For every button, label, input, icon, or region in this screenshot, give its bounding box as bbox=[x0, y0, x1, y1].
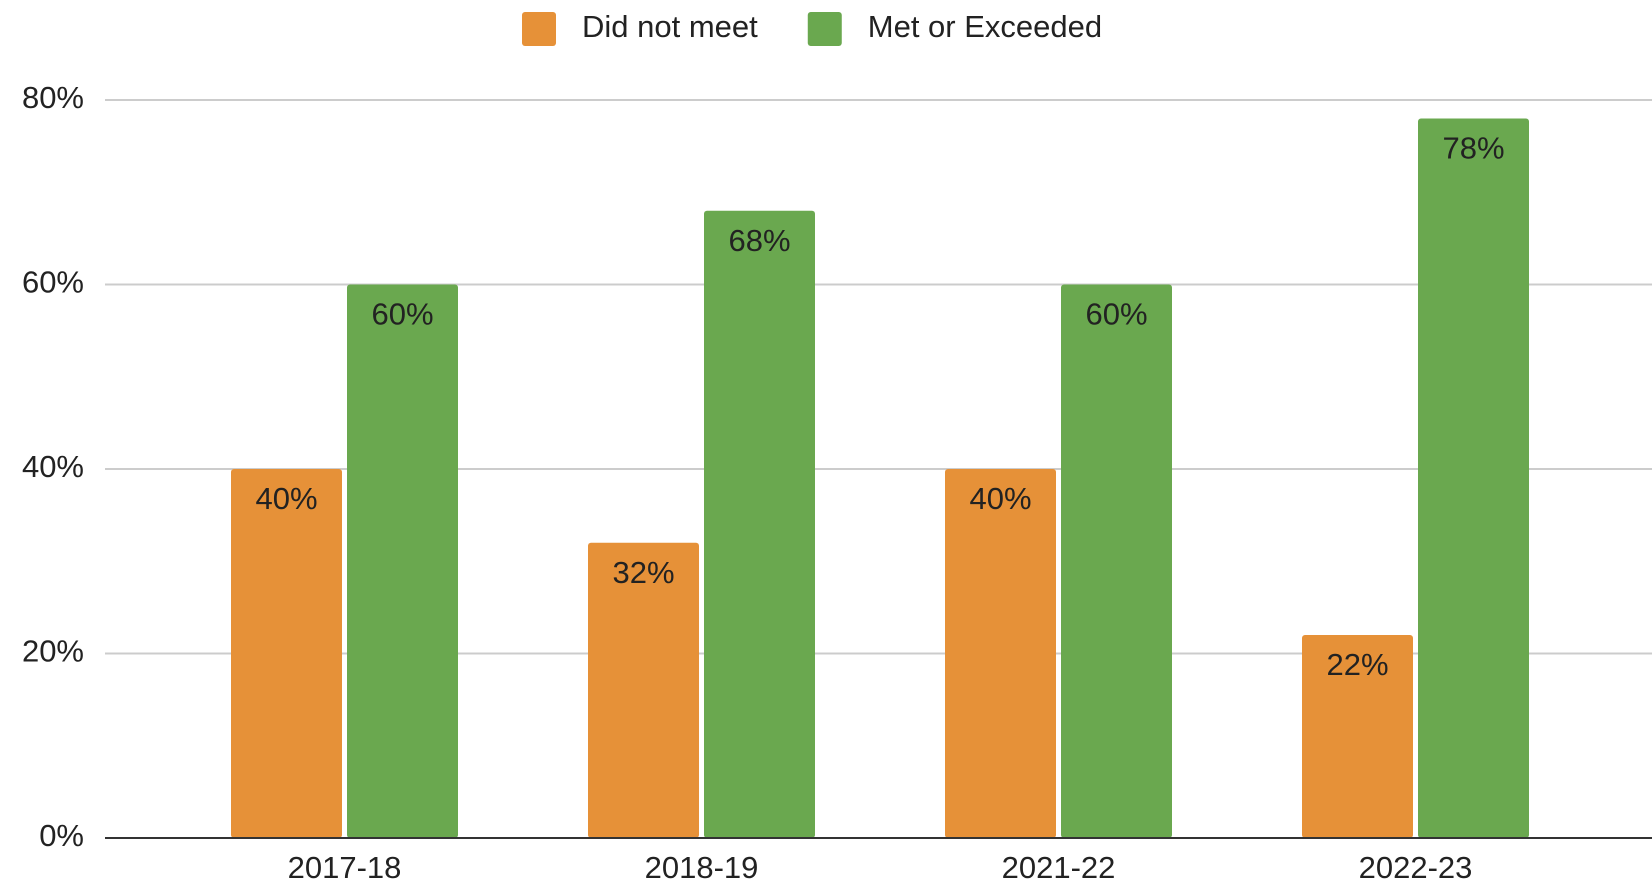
bar bbox=[1418, 118, 1529, 838]
bar bbox=[945, 469, 1056, 838]
bar bbox=[588, 542, 699, 838]
y-tick-label: 40% bbox=[22, 449, 84, 484]
bar bbox=[231, 469, 342, 838]
data-label: 40% bbox=[255, 481, 317, 516]
bar bbox=[347, 284, 458, 838]
data-label: 60% bbox=[371, 297, 433, 332]
legend-swatch bbox=[807, 12, 842, 46]
x-tick-label: 2021-22 bbox=[1002, 850, 1116, 885]
data-label: 32% bbox=[612, 555, 674, 590]
data-label: 22% bbox=[1326, 647, 1388, 682]
y-tick-label: 20% bbox=[22, 634, 84, 669]
y-tick-label: 0% bbox=[39, 818, 84, 853]
x-tick-label: 2018-19 bbox=[645, 850, 759, 885]
data-label: 60% bbox=[1085, 297, 1147, 332]
x-tick-label: 2022-23 bbox=[1359, 850, 1473, 885]
legend-swatch bbox=[522, 12, 556, 46]
y-tick-label: 60% bbox=[22, 265, 84, 300]
data-label: 68% bbox=[728, 223, 790, 258]
bar bbox=[1302, 635, 1413, 838]
bar bbox=[1061, 284, 1172, 838]
data-label: 78% bbox=[1442, 131, 1504, 166]
x-tick-label: 2017-18 bbox=[288, 850, 402, 885]
data-label: 40% bbox=[969, 481, 1031, 516]
legend-label: Did not meet bbox=[582, 9, 758, 44]
legend-label: Met or Exceeded bbox=[868, 9, 1102, 44]
bar bbox=[704, 210, 815, 838]
y-tick-label: 80% bbox=[22, 80, 84, 115]
